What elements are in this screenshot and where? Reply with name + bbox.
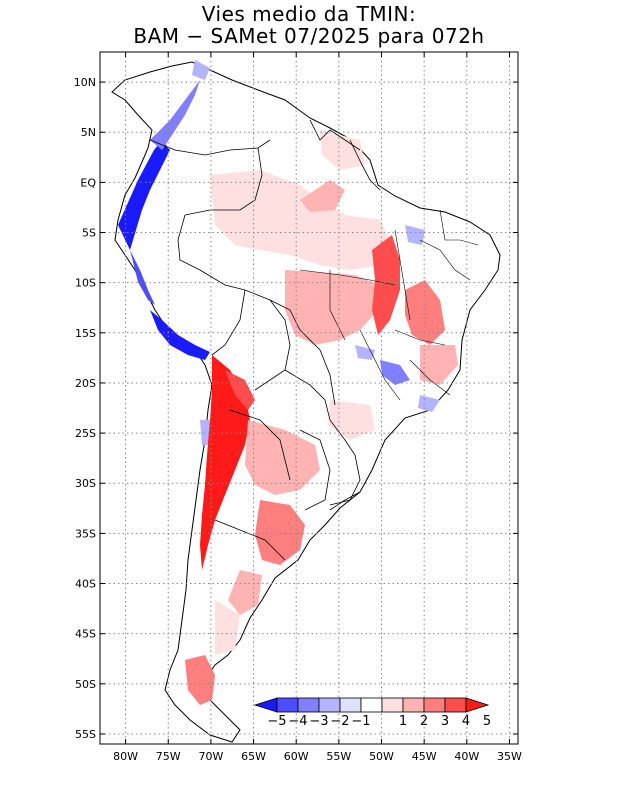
lon-tick-label: 35W — [497, 750, 522, 763]
lat-tick-label: 25S — [75, 427, 96, 440]
negative-bias-patches — [118, 60, 440, 445]
lat-tick-label: 15S — [75, 327, 96, 340]
lon-tick-label: 60W — [284, 750, 309, 763]
lon-tick-label: 50W — [369, 750, 394, 763]
lat-tick-label: 5N — [81, 126, 96, 139]
lon-tick-label: 75W — [156, 750, 181, 763]
graticule — [100, 52, 518, 744]
colorbar-label: −4 — [288, 714, 307, 729]
lat-tick-label: 50S — [75, 678, 96, 691]
lat-tick-label: 45S — [75, 628, 96, 641]
colorbar-max-arrow — [465, 697, 490, 713]
lat-tick-label: 20S — [75, 377, 96, 390]
colorbar: −5 −4 −3 −2 −1 1 2 3 4 5 — [253, 697, 491, 729]
lat-tick-label: 10S — [75, 277, 96, 290]
map-title-line2: BAM − SAMet 07/2025 para 072h — [133, 24, 485, 48]
lat-tick-label: 10N — [74, 76, 96, 89]
colorbar-swatch — [360, 697, 383, 713]
south-america-outline — [111, 61, 501, 743]
plot-frame — [99, 51, 519, 745]
colorbar-swatch — [297, 697, 320, 713]
state-borders — [299, 209, 479, 401]
lat-tick-label: 55S — [75, 728, 96, 741]
colorbar-swatch — [318, 697, 341, 713]
colorbar-label: 5 — [483, 714, 491, 729]
lon-tick-label: 40W — [454, 750, 479, 763]
colorbar-swatch — [444, 697, 467, 713]
colorbar-label: 4 — [462, 714, 470, 729]
colorbar-swatch — [339, 697, 362, 713]
longitude-axis: 80W 75W 70W 65W 60W 55W 50W 45W 40W 35W — [113, 52, 522, 763]
colorbar-label: −2 — [330, 714, 349, 729]
colorbar-label: 2 — [420, 714, 428, 729]
colorbar-label: 3 — [441, 714, 449, 729]
colorbar-swatch — [276, 697, 299, 713]
colorbar-label: 1 — [399, 714, 407, 729]
lat-tick-label: EQ — [80, 176, 96, 189]
lon-tick-label: 65W — [241, 750, 266, 763]
lat-tick-label: 40S — [75, 578, 96, 591]
positive-bias-patches — [185, 130, 458, 705]
colorbar-label: −3 — [309, 714, 328, 729]
colorbar-swatch — [381, 697, 404, 713]
country-borders — [149, 119, 381, 561]
colorbar-label: −1 — [351, 714, 370, 729]
colorbar-swatch — [402, 697, 425, 713]
map-title-line1: Vies medio da TMIN: — [201, 2, 417, 26]
lon-tick-label: 55W — [326, 750, 351, 763]
lat-tick-label: 35S — [75, 527, 96, 540]
colorbar-swatch — [423, 697, 446, 713]
colorbar-label: −5 — [267, 714, 286, 729]
lon-tick-label: 45W — [412, 750, 437, 763]
latitude-axis: 10N 5N EQ 5S 10S 15S 20S 25S 30S 35S 40S 45S 50S 55S — [74, 76, 518, 741]
lat-tick-label: 30S — [75, 477, 96, 490]
lon-tick-label: 70W — [198, 750, 223, 763]
lat-tick-label: 5S — [82, 227, 96, 240]
lon-tick-label: 80W — [113, 750, 138, 763]
